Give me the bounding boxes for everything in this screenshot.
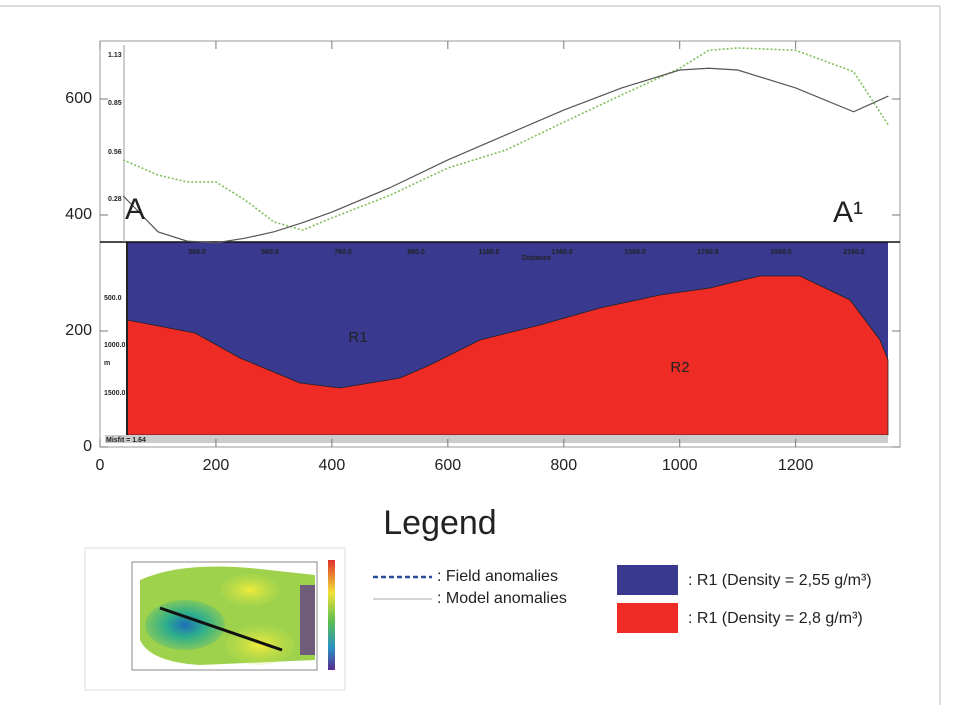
x-tick-label: 200	[203, 457, 230, 474]
y-tick-label: 400	[65, 206, 92, 223]
section-label: Misfit = 1.64	[106, 437, 146, 444]
x-tick-label: 1200	[778, 457, 814, 474]
annotation: A	[125, 193, 145, 226]
section-scale-label: 1960.0	[770, 249, 792, 256]
series-line	[122, 47, 890, 231]
section-label: m	[104, 360, 110, 367]
x-tick-label: 1000	[662, 457, 698, 474]
section-scale-label: 1160.0	[478, 249, 499, 256]
section-label: 1.13	[108, 52, 122, 59]
legend-label: : R1 (Density = 2,8 g/m³)	[688, 610, 863, 627]
x-tick-label: 600	[434, 457, 461, 474]
map-high	[225, 625, 295, 665]
section-scale-label: 760.0	[334, 249, 352, 256]
legend-label: : Model anomalies	[437, 590, 567, 607]
y-tick-label: 0	[83, 438, 92, 455]
annotation: R2	[670, 359, 689, 376]
section-label: Distance	[522, 255, 551, 262]
series-line	[122, 67, 889, 244]
section-scale-label: 1760.0	[697, 249, 719, 256]
section-scale-label: 1560.0	[624, 249, 646, 256]
annotation: R1	[348, 329, 367, 346]
plot	[122, 47, 890, 244]
section-label: 500.0	[104, 295, 122, 302]
legend-label: : R1 (Density = 2,55 g/m³)	[688, 572, 872, 589]
section-r2	[126, 275, 889, 436]
legend-label: : Field anomalies	[437, 568, 558, 585]
misfit-strip	[105, 435, 888, 443]
y-tick-label: 600	[65, 90, 92, 107]
legend-title: Legend	[383, 504, 496, 542]
section-label: 0.28	[108, 196, 122, 203]
section-scale-label: 1360.0	[551, 249, 573, 256]
annotation: A¹	[833, 196, 863, 229]
legend-swatch	[617, 565, 678, 595]
map-edge	[300, 585, 315, 655]
section-scale-label: 2160.0	[843, 249, 865, 256]
x-tick-label: 800	[550, 457, 577, 474]
section-scale-label: 360.0	[188, 249, 206, 256]
x-tick-label: 0	[96, 457, 105, 474]
legend-swatch	[617, 603, 678, 633]
map-low	[145, 600, 225, 650]
section-label: 0.85	[108, 100, 122, 107]
map-inset	[84, 547, 346, 691]
section-label: 0.56	[108, 149, 122, 156]
plot-frame	[99, 40, 901, 448]
section-label: 1000.0	[104, 342, 126, 349]
profile-line	[159, 606, 283, 652]
section-label: 1500.0	[104, 390, 126, 397]
section-scale-label: 960.0	[407, 249, 425, 256]
map-colorbar	[328, 560, 335, 670]
y-tick-label: 200	[65, 322, 92, 339]
x-tick-label: 400	[319, 457, 346, 474]
section-scale-label: 560.0	[261, 249, 279, 256]
map-high	[220, 574, 280, 606]
